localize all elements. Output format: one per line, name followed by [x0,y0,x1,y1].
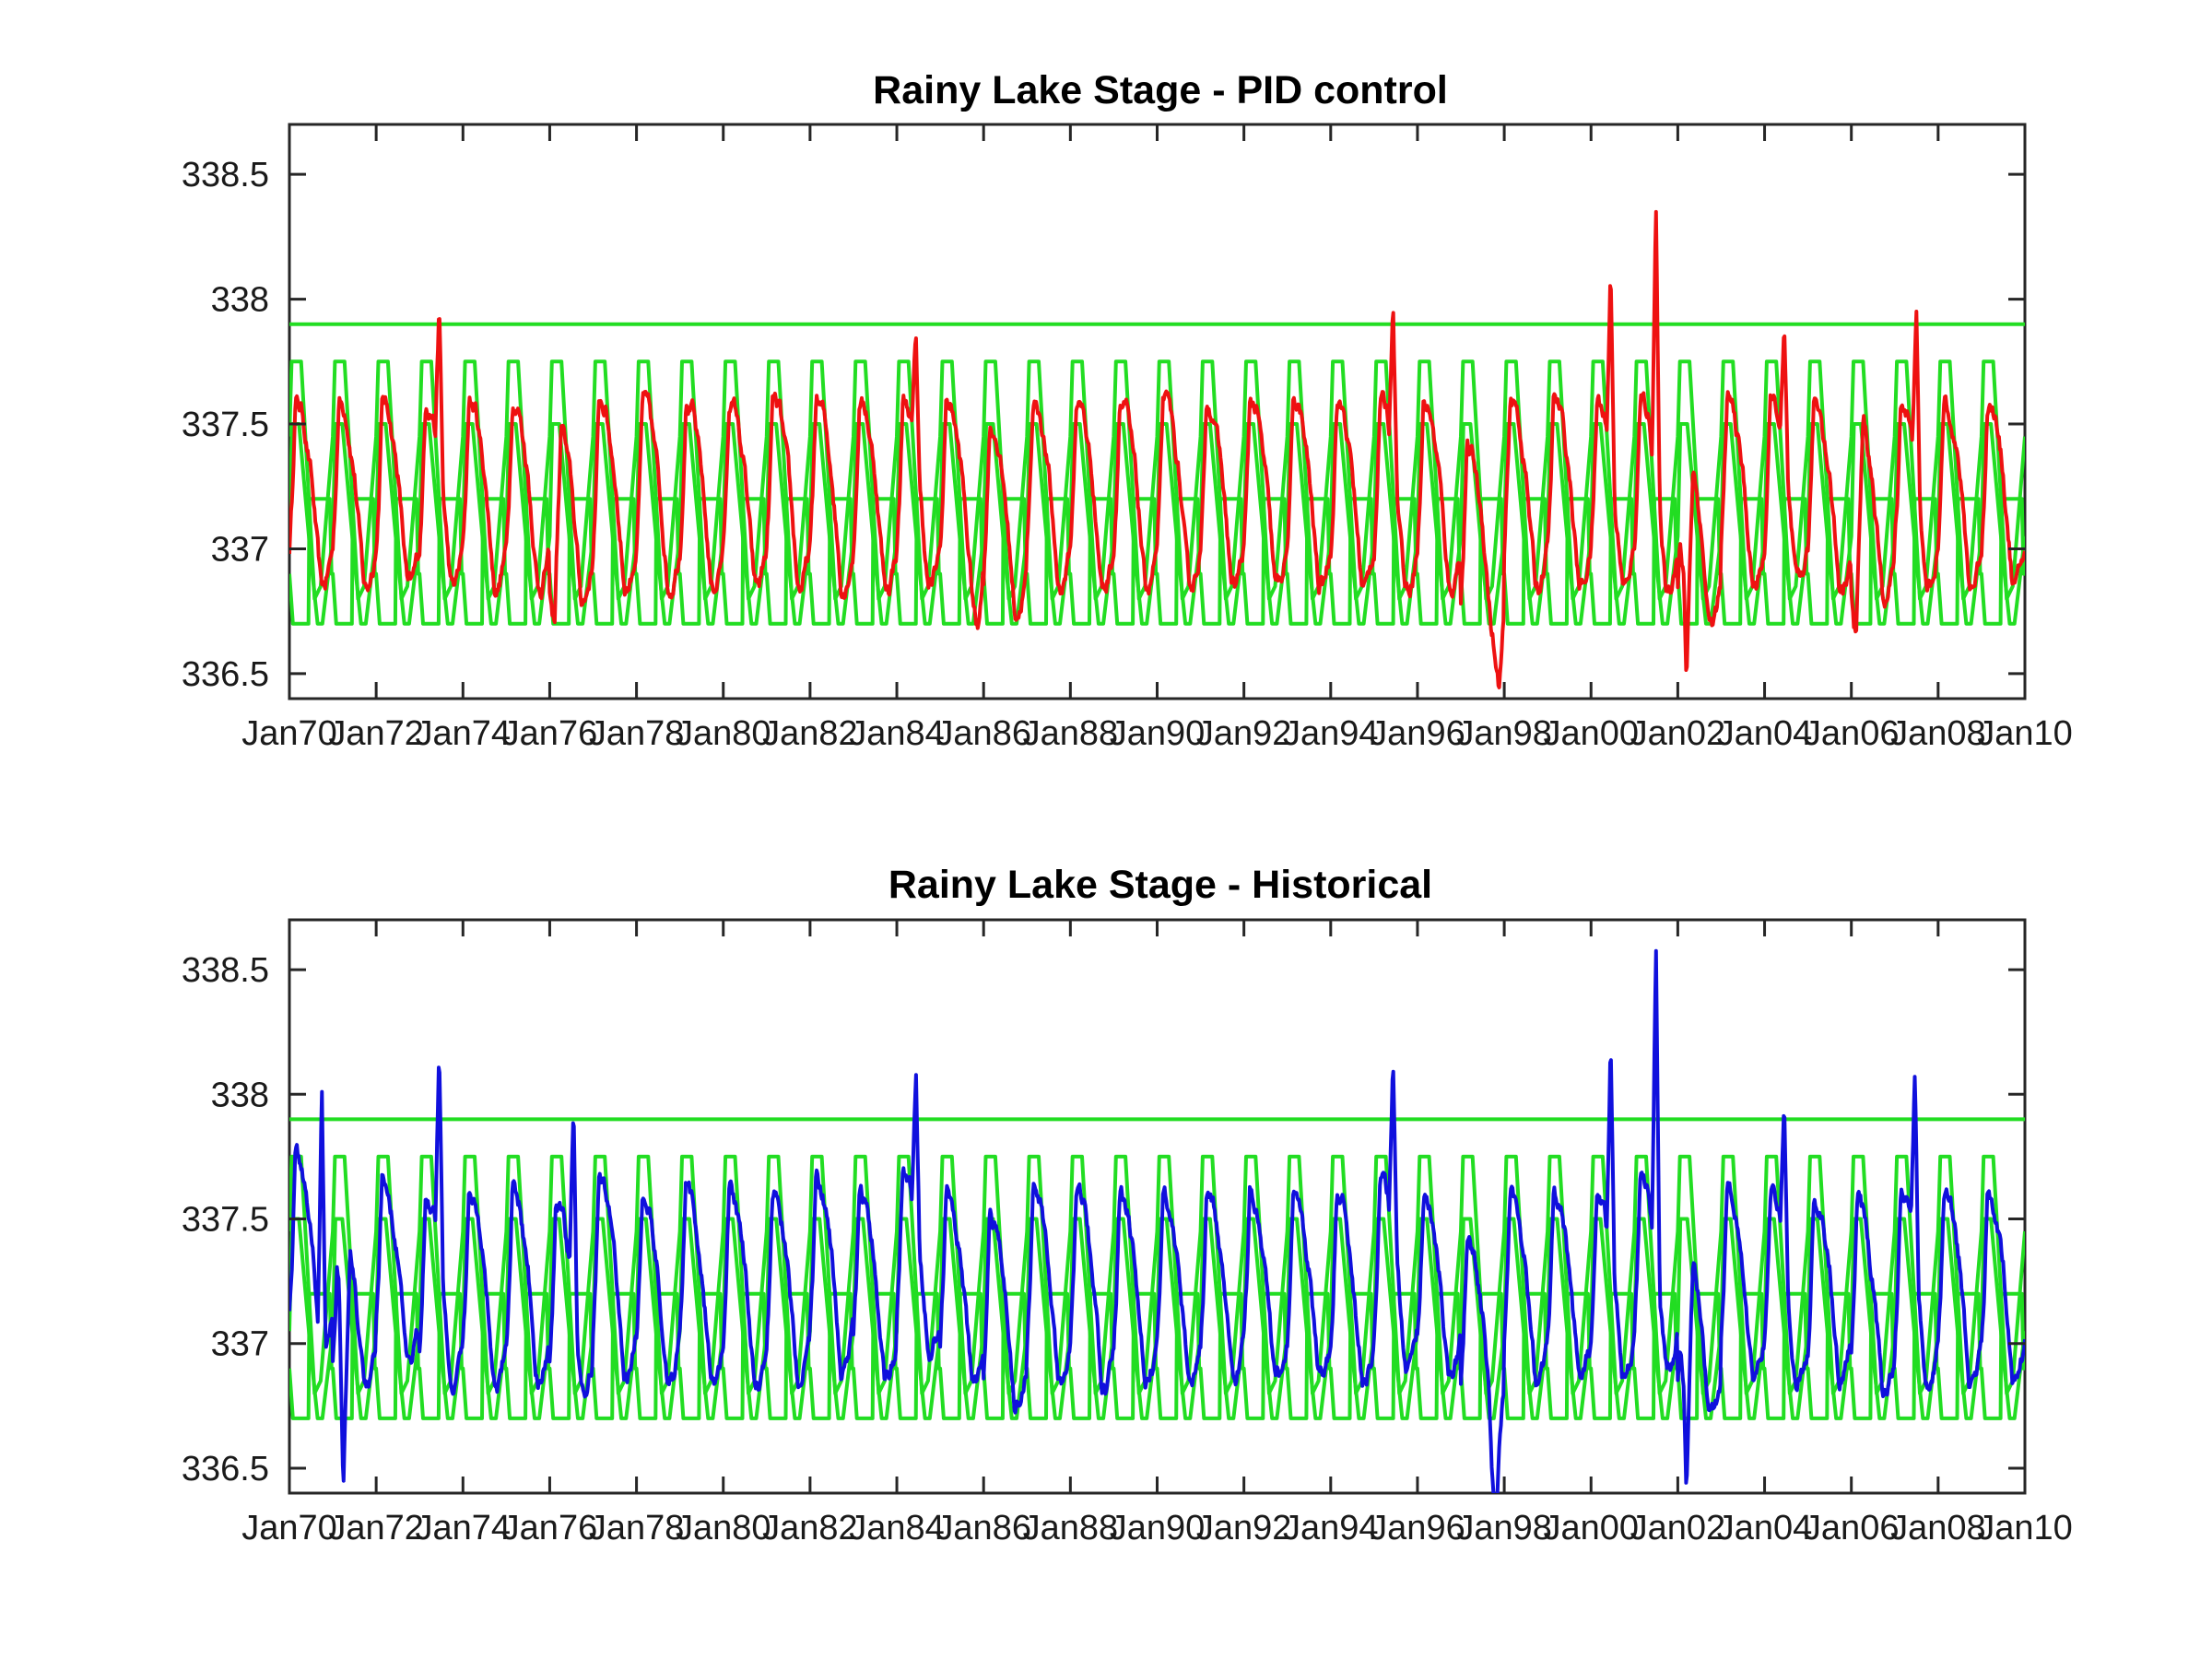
x-tick-label: Jan92 [1196,1509,1292,1547]
x-tick-label: Jan90 [1110,714,1206,753]
x-tick-label: Jan74 [416,714,512,753]
x-tick-label: Jan02 [1630,1509,1726,1547]
x-tick-label: Jan10 [1977,1509,2073,1547]
y-tick-label: 338.5 [182,156,269,194]
y-tick-label: 336.5 [182,655,269,694]
y-tick-label: 338.5 [182,951,269,990]
chart-panel-pid-control: Rainy Lake Stage - PID control 336.5 337 3… [182,68,2073,753]
chart-title: Rainy Lake Stage - PID control [873,68,1448,112]
x-tick-label: Jan06 [1804,1509,1900,1547]
y-tick-label: 338 [211,281,269,320]
series-line-pid-control [289,209,2025,689]
x-tick-label: Jan96 [1370,714,1465,753]
x-tick-label: Jan82 [762,714,858,753]
x-tick-label: Jan88 [1023,1509,1119,1547]
x-tick-label: Jan84 [849,714,945,753]
x-tick-label: Jan86 [935,1509,1031,1547]
x-tick-label: Jan04 [1717,714,1813,753]
x-tick-label: Jan78 [589,714,685,753]
x-tick-label: Jan00 [1543,1509,1639,1547]
x-tick-label: Jan78 [589,1509,685,1547]
x-tick-label: Jan88 [1023,714,1119,753]
x-tick-label: Jan06 [1804,714,1900,753]
reference-rule-curve-lower [289,497,2025,626]
x-tick-label: Jan72 [328,1509,424,1547]
reference-rule-curve-lower [289,1291,2025,1420]
y-tick-label: 336.5 [182,1450,269,1488]
chart-title: Rainy Lake Stage - Historical [888,863,1432,907]
x-tick-label: Jan92 [1196,714,1292,753]
x-tick-label: Jan00 [1543,714,1639,753]
x-tick-label: Jan96 [1370,1509,1465,1547]
y-tick-label: 338 [211,1076,269,1114]
x-tick-label: Jan02 [1630,714,1726,753]
x-tick-label: Jan04 [1717,1509,1813,1547]
x-tick-label: Jan08 [1890,714,1986,753]
plot-lines [289,948,2025,1493]
x-tick-label: Jan84 [849,1509,945,1547]
x-tick-label: Jan70 [241,714,337,753]
x-tick-label: Jan76 [502,1509,598,1547]
plot-lines [289,209,2025,689]
x-tick-label: Jan94 [1283,714,1379,753]
x-tick-label: Jan98 [1456,714,1552,753]
y-tick-label: 337.5 [182,406,269,444]
x-tick-label: Jan86 [935,714,1031,753]
x-tick-label: Jan08 [1890,1509,1986,1547]
x-tick-label: Jan70 [241,1509,337,1547]
x-tick-label: Jan98 [1456,1509,1552,1547]
x-tick-label: Jan72 [328,714,424,753]
x-tick-label: Jan80 [676,714,771,753]
x-tick-label: Jan90 [1110,1509,1206,1547]
chart-panel-historical: Rainy Lake Stage - Historical 336.5 337 33… [182,863,2073,1547]
x-tick-label: Jan10 [1977,714,2073,753]
x-tick-label: Jan80 [676,1509,771,1547]
y-tick-label: 337.5 [182,1201,269,1240]
y-tick-label: 337 [211,1325,269,1364]
x-tick-label: Jan94 [1283,1509,1379,1547]
series-line-historical [289,948,2025,1493]
x-tick-label: Jan76 [502,714,598,753]
y-tick-label: 337 [211,530,269,569]
x-tick-label: Jan82 [762,1509,858,1547]
x-tick-label: Jan74 [416,1509,512,1547]
